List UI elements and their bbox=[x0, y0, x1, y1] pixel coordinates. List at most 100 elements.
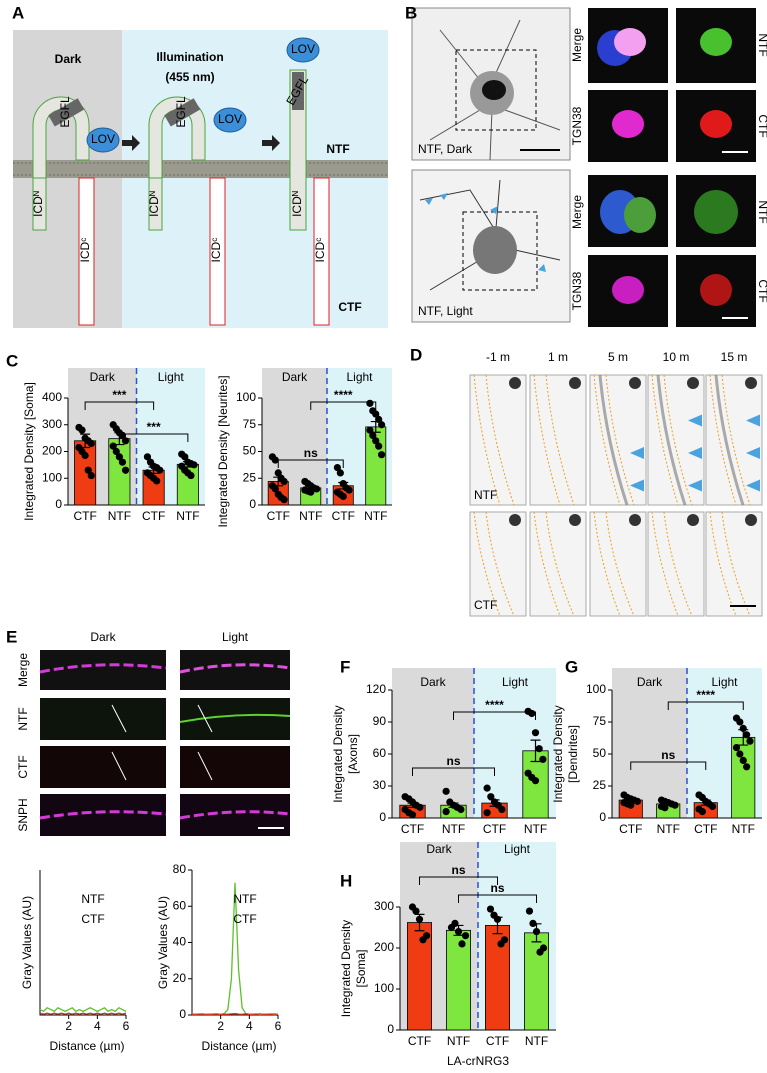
significance-label: *** bbox=[147, 420, 161, 434]
panel-label: G bbox=[565, 657, 578, 676]
domain-label: ICDᴺ bbox=[31, 191, 45, 217]
fragment-label: NTF bbox=[326, 142, 349, 156]
significance-label: ns bbox=[446, 754, 460, 768]
row-label: CTF bbox=[474, 598, 497, 612]
y-tick-label: 30 bbox=[373, 778, 387, 792]
x-tick-label: CTF bbox=[401, 822, 424, 836]
y-axis-label: Integrated Density bbox=[331, 705, 345, 802]
domain-label: EGFL bbox=[174, 96, 188, 128]
data-point bbox=[528, 709, 536, 718]
significance-bracket bbox=[667, 701, 744, 710]
image bbox=[705, 511, 763, 617]
bright-spot bbox=[745, 514, 757, 526]
data-point bbox=[280, 477, 288, 486]
significance-bracket bbox=[419, 876, 498, 885]
group-label: Dark bbox=[90, 370, 116, 384]
golgi bbox=[614, 28, 646, 56]
significance-bracket bbox=[118, 433, 189, 442]
image bbox=[40, 698, 166, 740]
data-point bbox=[627, 801, 635, 809]
bright-spot bbox=[629, 514, 641, 526]
data-point bbox=[375, 415, 383, 423]
column-label: Dark bbox=[90, 630, 116, 644]
dark-bg bbox=[13, 30, 122, 328]
arrowhead bbox=[746, 414, 760, 427]
data-point bbox=[743, 763, 751, 771]
data-point bbox=[378, 421, 386, 429]
soma bbox=[694, 190, 738, 234]
x-tick-label: NTF bbox=[364, 509, 387, 523]
line bbox=[39, 1006, 127, 1013]
icd-n bbox=[148, 177, 163, 231]
time-label: 1 m bbox=[548, 350, 568, 364]
neurite-outline bbox=[709, 374, 751, 506]
row-label: SNPH bbox=[16, 798, 30, 831]
y-tick-label: 100 bbox=[236, 390, 256, 404]
y-axis-label: [Dendrites] bbox=[566, 725, 580, 783]
y-tick-label: 80 bbox=[173, 862, 187, 876]
image bbox=[40, 746, 166, 788]
y-tick-label: 0 bbox=[379, 810, 386, 824]
neurites bbox=[429, 19, 561, 161]
data-point bbox=[739, 756, 747, 765]
domain-label: ICDᶜ bbox=[78, 238, 92, 263]
arrowhead bbox=[746, 479, 760, 492]
y-tick-label: 0 bbox=[599, 810, 606, 824]
channel-label: TGN38 bbox=[570, 106, 584, 145]
data-point bbox=[375, 442, 383, 450]
data-point bbox=[112, 447, 120, 456]
image bbox=[589, 511, 647, 617]
y-axis-label: Gray Values (AU) bbox=[156, 896, 170, 989]
data-point bbox=[271, 456, 279, 464]
condition-label: Dark bbox=[55, 52, 82, 66]
x-tick-label: NTF bbox=[447, 1034, 470, 1048]
row-label: Merge bbox=[16, 653, 30, 687]
channel-label: Merge bbox=[570, 28, 584, 62]
panel-e-images bbox=[39, 650, 291, 836]
neurite-outline bbox=[473, 511, 515, 617]
light-bg bbox=[122, 30, 388, 328]
legend-label: NTF bbox=[81, 892, 104, 906]
neurite-outline bbox=[533, 374, 575, 506]
icd-n bbox=[32, 177, 47, 231]
panel-label: D bbox=[410, 345, 422, 364]
line-scan bbox=[197, 704, 213, 733]
channel-label: NTF bbox=[756, 33, 767, 56]
lov-domain bbox=[86, 127, 120, 153]
axon bbox=[179, 663, 291, 674]
domain-label: EGFL bbox=[58, 96, 72, 128]
data-point bbox=[746, 737, 754, 745]
data-point bbox=[313, 485, 321, 493]
x-tick-label: CTF bbox=[408, 1034, 431, 1048]
neurites bbox=[419, 179, 561, 291]
x-tick-label: CTF bbox=[142, 509, 165, 523]
domain-label: ICDᴺ bbox=[290, 191, 304, 217]
data-point bbox=[369, 431, 377, 440]
legend-label: CTF bbox=[233, 912, 256, 926]
x-tick-label: NTF bbox=[299, 509, 322, 523]
arrowhead bbox=[688, 414, 702, 427]
data-point bbox=[633, 797, 642, 805]
image bbox=[469, 374, 527, 506]
bar bbox=[446, 929, 471, 1031]
panel-b-images bbox=[411, 7, 756, 327]
data-point bbox=[531, 777, 540, 785]
y-tick-label: 25 bbox=[593, 778, 607, 792]
data-point bbox=[486, 905, 495, 913]
fragment-label: CTF bbox=[338, 300, 361, 314]
bright-spot bbox=[509, 377, 521, 389]
x-tick-label: CTF bbox=[73, 509, 96, 523]
channel-label: CTF bbox=[756, 114, 767, 137]
x-axis-label: Distance (µm) bbox=[202, 1039, 277, 1053]
x-tick-label: NTF bbox=[732, 822, 755, 836]
group-label: Dark bbox=[282, 370, 308, 384]
significance-bracket bbox=[84, 401, 155, 410]
data-point bbox=[487, 793, 495, 801]
data-point bbox=[366, 426, 374, 434]
data-point bbox=[525, 907, 534, 915]
bright-spot bbox=[509, 514, 521, 526]
significance-bracket bbox=[458, 894, 537, 903]
data-point bbox=[498, 805, 506, 814]
bright-spot bbox=[569, 514, 581, 526]
